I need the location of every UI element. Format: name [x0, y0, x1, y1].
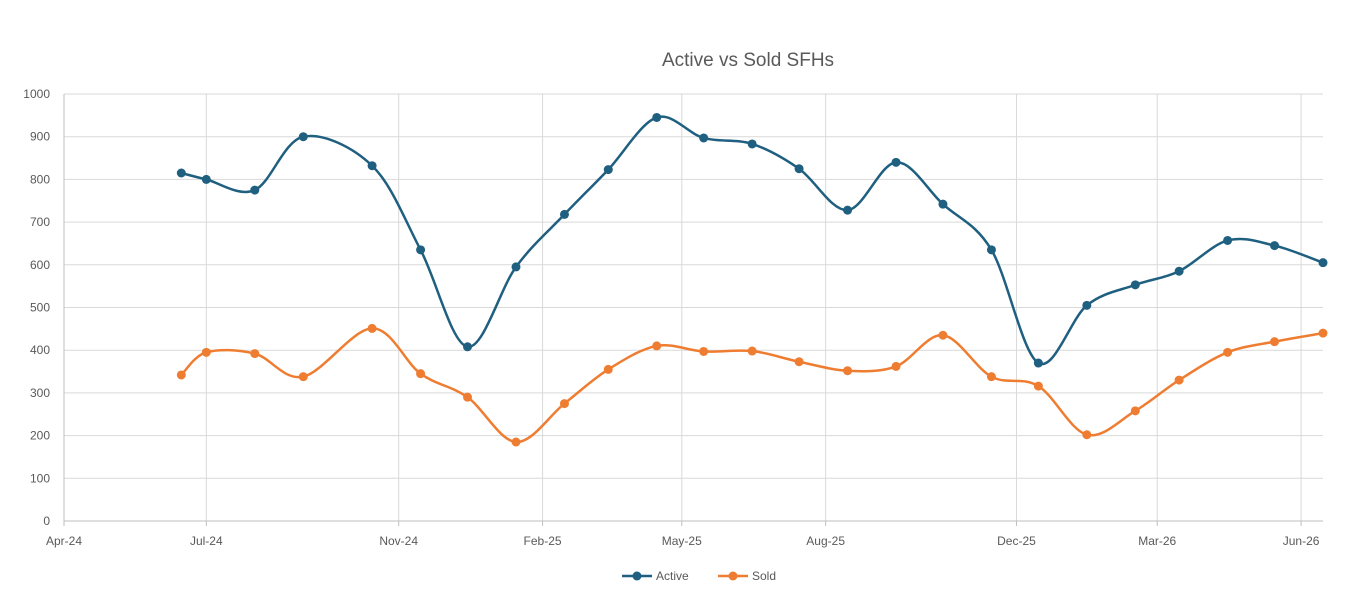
- y-tick-label: 200: [30, 429, 50, 443]
- grid-layer: [63, 93, 1323, 521]
- x-tick-label: May-25: [662, 534, 702, 548]
- sold-point: [298, 372, 308, 382]
- sold-point: [176, 370, 186, 380]
- active-point: [463, 342, 473, 352]
- y-tick-label: 0: [43, 514, 50, 528]
- active-point: [367, 161, 377, 171]
- sold-point: [1082, 430, 1092, 440]
- x-tick-label: Feb-25: [524, 534, 562, 548]
- x-tick-label: Jul-24: [190, 534, 223, 548]
- sold-point: [559, 399, 569, 409]
- axis-layer: 0 100 200 300 400 500 600 700 800 900 1000 Apr-24 Ju…: [23, 87, 1323, 548]
- active-point: [511, 262, 521, 272]
- y-tick-label: 300: [30, 386, 50, 400]
- sold-point: [699, 346, 709, 356]
- series-active: [176, 112, 1328, 368]
- sold-point: [747, 346, 757, 356]
- y-tick-label: 500: [30, 301, 50, 315]
- sold-point: [416, 369, 426, 379]
- y-tick-label: 400: [30, 343, 50, 357]
- sold-point: [794, 357, 804, 367]
- active-point: [201, 174, 211, 184]
- chart-title: Active vs Sold SFHs: [662, 50, 834, 71]
- legend-label-sold: Sold: [752, 569, 776, 583]
- sold-point: [938, 330, 948, 340]
- active-line: [180, 115, 1324, 366]
- active-point: [1223, 235, 1233, 245]
- active-point: [559, 209, 569, 219]
- y-tick-label: 800: [30, 172, 50, 186]
- active-point: [416, 245, 426, 255]
- y-tick-label: 700: [30, 215, 50, 229]
- legend-label-active: Active: [656, 569, 689, 583]
- sold-point: [1174, 375, 1184, 385]
- active-point: [250, 185, 260, 195]
- legend: Active Sold: [622, 569, 776, 583]
- series-sold: [176, 323, 1328, 447]
- active-point: [747, 139, 757, 149]
- active-point: [938, 199, 948, 209]
- sold-point: [843, 366, 853, 376]
- sold-point: [201, 347, 211, 357]
- sold-point: [463, 392, 473, 402]
- active-point: [986, 245, 996, 255]
- legend-item-active: Active: [622, 569, 689, 583]
- active-point: [176, 168, 186, 178]
- sold-point: [1270, 337, 1280, 347]
- y-tick-label: 600: [30, 258, 50, 272]
- y-tick-label: 100: [30, 471, 50, 485]
- sold-point: [367, 323, 377, 333]
- sold-point: [1033, 381, 1043, 391]
- active-point: [298, 132, 308, 142]
- y-tick-label: 1000: [23, 87, 50, 101]
- sold-point: [511, 437, 521, 447]
- sold-line: [180, 327, 1324, 444]
- y-tick-label: 900: [30, 130, 50, 144]
- active-point: [1318, 258, 1328, 268]
- legend-item-sold: Sold: [718, 569, 776, 583]
- legend-marker-sold: [728, 571, 738, 581]
- active-point: [603, 165, 613, 175]
- active-point: [1130, 280, 1140, 290]
- sold-point: [603, 364, 613, 374]
- sold-point: [652, 341, 662, 351]
- sold-point: [250, 349, 260, 359]
- active-point: [1033, 358, 1043, 368]
- active-point: [1174, 266, 1184, 276]
- active-point: [794, 164, 804, 174]
- active-point: [652, 112, 662, 122]
- legend-marker-active: [632, 571, 642, 581]
- x-tick-label: Mar-26: [1138, 534, 1176, 548]
- active-point: [699, 133, 709, 143]
- active-point: [891, 157, 901, 167]
- sold-point: [891, 361, 901, 371]
- sold-point: [1223, 347, 1233, 357]
- sold-point: [1318, 328, 1328, 338]
- sold-point: [1130, 406, 1140, 416]
- sold-point: [986, 372, 996, 382]
- x-tick-label: Aug-25: [806, 534, 845, 548]
- x-tick-label: Apr-24: [46, 534, 82, 548]
- x-tick-label: Jun-26: [1283, 534, 1320, 548]
- x-tick-label: Dec-25: [997, 534, 1036, 548]
- active-point: [843, 205, 853, 215]
- active-point: [1270, 241, 1280, 251]
- series-layer: [176, 112, 1328, 447]
- x-tick-label: Nov-24: [379, 534, 418, 548]
- active-point: [1082, 300, 1092, 310]
